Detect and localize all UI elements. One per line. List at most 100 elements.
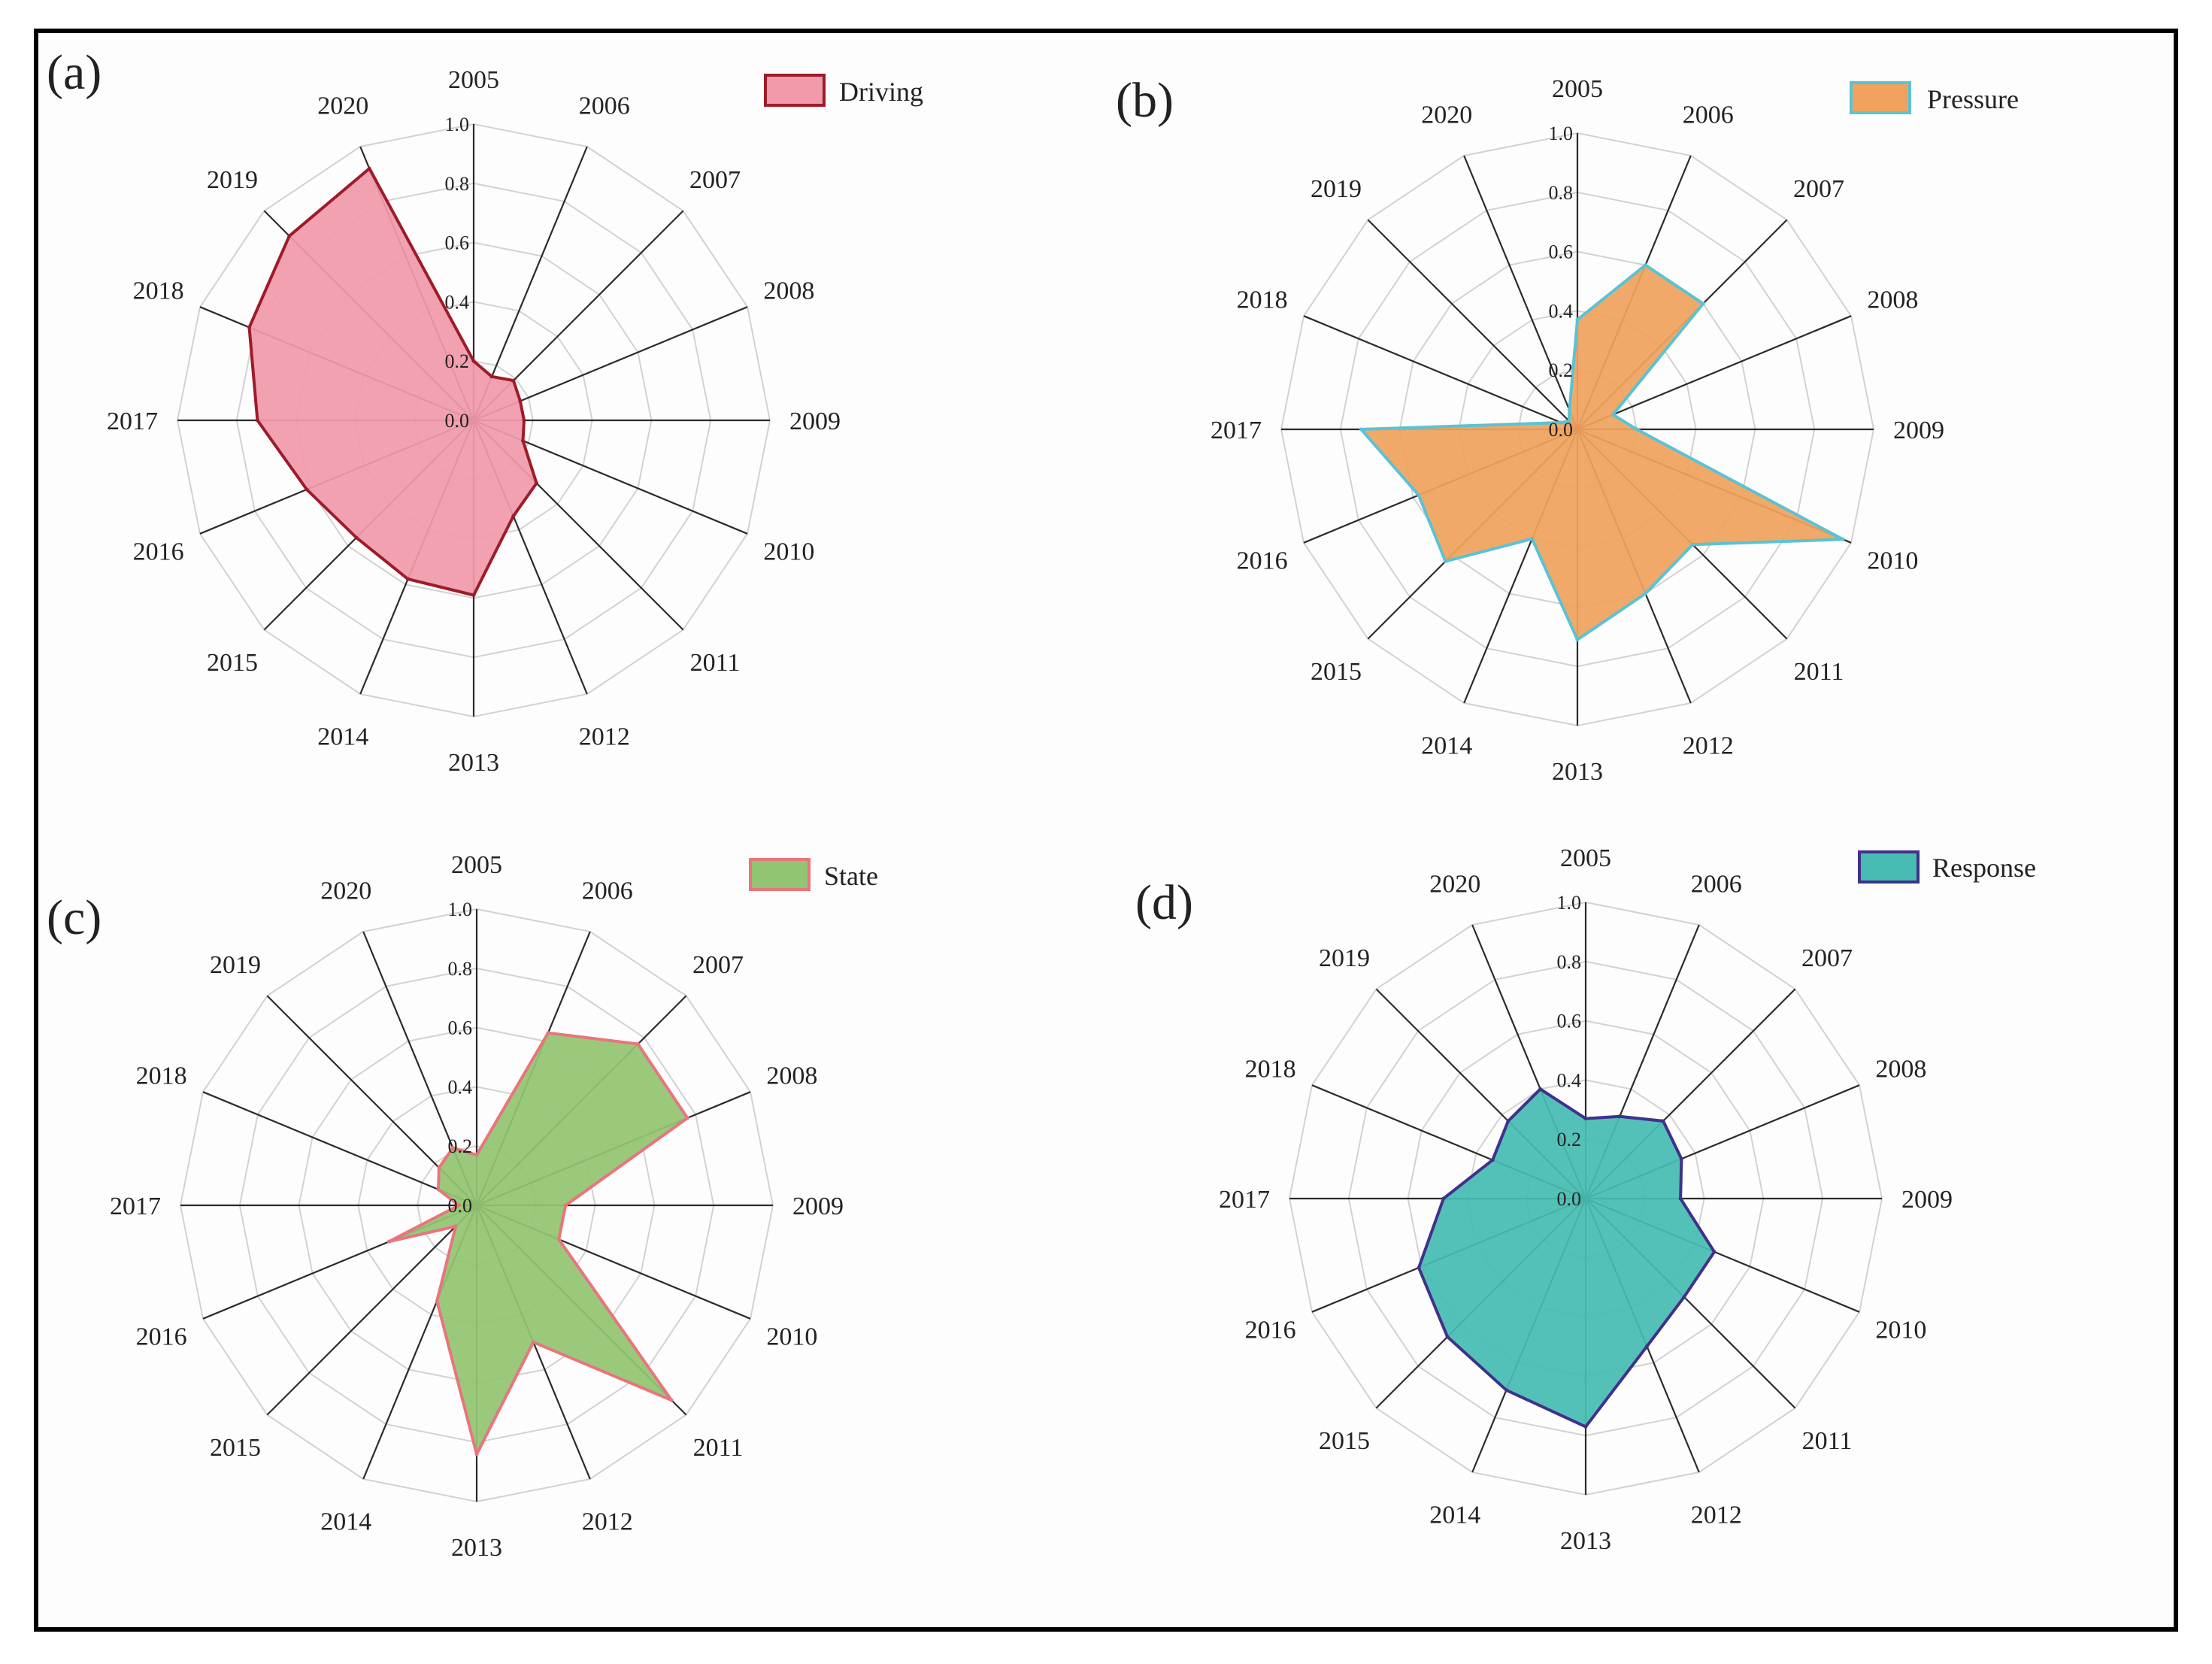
year-label-2006: 2006 [579, 92, 630, 120]
year-label-2014: 2014 [1421, 732, 1472, 759]
data-point-2015 [453, 1224, 458, 1229]
data-point-2016 [1417, 493, 1421, 497]
data-point-2016 [387, 1239, 391, 1244]
data-point-2010 [556, 1237, 561, 1241]
data-point-2014 [435, 1299, 439, 1303]
data-point-2015 [1444, 559, 1447, 563]
year-label-2013: 2013 [448, 749, 499, 777]
data-point-2017 [1441, 1196, 1446, 1201]
panel-letter: (d) [1135, 875, 1193, 930]
year-label-2008: 2008 [1875, 1055, 1926, 1083]
data-point-2012 [531, 1340, 535, 1344]
year-label-2012: 2012 [579, 723, 630, 750]
year-label-2011: 2011 [1802, 1427, 1853, 1455]
data-point-2008 [1679, 1156, 1683, 1161]
year-label-2012: 2012 [582, 1508, 633, 1535]
data-point-2012 [1644, 1344, 1649, 1349]
year-label-2016: 2016 [1237, 547, 1288, 575]
year-label-2006: 2006 [582, 877, 633, 905]
year-label-2009: 2009 [792, 1193, 844, 1220]
year-label-2019: 2019 [210, 951, 261, 979]
radar-panel-state: 0.0 0.2 0.4 0.6 0.8 1.0 2005 2006 2007 2008 2009 20… [47, 851, 878, 1562]
data-point-2007 [511, 378, 516, 383]
year-label-2005: 2005 [1560, 844, 1611, 872]
year-label-2009: 2009 [789, 408, 841, 435]
data-point-2007 [636, 1042, 640, 1046]
data-point-2019 [1506, 1119, 1511, 1123]
year-label-2007: 2007 [1793, 175, 1844, 203]
tick-label: 1.0 [448, 899, 473, 920]
data-point-2020 [1538, 1087, 1543, 1091]
year-label-2016: 2016 [136, 1323, 187, 1351]
year-label-2020: 2020 [1421, 102, 1472, 129]
year-label-2015: 2015 [1319, 1427, 1370, 1455]
year-label-2016: 2016 [1245, 1317, 1296, 1344]
data-point-2013 [1575, 638, 1580, 642]
data-point-2018 [1490, 1158, 1495, 1162]
data-point-2005 [471, 359, 476, 363]
tick-label: 0.6 [445, 232, 470, 254]
year-label-2011: 2011 [690, 649, 741, 677]
tick-label: 1.0 [1557, 892, 1582, 914]
year-label-2009: 2009 [1893, 417, 1944, 444]
data-point-2013 [471, 593, 476, 597]
year-label-2009: 2009 [1901, 1186, 1953, 1214]
data-point-2018 [247, 325, 251, 329]
data-point-2006 [546, 1031, 550, 1035]
data-point-2011 [669, 1398, 674, 1402]
year-label-2006: 2006 [1683, 102, 1734, 129]
data-point-2019 [287, 234, 292, 238]
year-label-2018: 2018 [136, 1062, 187, 1090]
legend-label: Driving [839, 77, 923, 107]
year-label-2005: 2005 [448, 66, 499, 94]
data-point-2008 [518, 399, 523, 403]
legend-swatch [1858, 850, 1920, 884]
year-label-2011: 2011 [1794, 658, 1844, 686]
data-point-2020 [367, 166, 371, 171]
data-point-2019 [437, 1165, 441, 1170]
tick-label: 0.2 [1549, 359, 1574, 381]
legend-swatch [1850, 81, 1911, 114]
year-label-2006: 2006 [1691, 871, 1742, 899]
data-point-2017 [255, 418, 259, 423]
spoke-axis [1303, 315, 1578, 431]
data-point-2014 [1504, 1388, 1508, 1393]
year-label-2016: 2016 [133, 538, 184, 566]
legend-label: Pressure [1927, 84, 2019, 114]
tick-label: 0.4 [445, 291, 470, 313]
tick-label: 0.8 [1557, 951, 1582, 973]
data-point-2020 [450, 1146, 455, 1150]
year-label-2020: 2020 [320, 877, 371, 905]
data-point-2010 [1841, 537, 1845, 541]
year-label-2018: 2018 [1237, 286, 1288, 314]
data-point-2010 [521, 438, 525, 443]
data-point-2018 [436, 1187, 441, 1192]
year-label-2012: 2012 [1691, 1501, 1742, 1529]
tick-label: 0.2 [1557, 1129, 1582, 1150]
data-point-2015 [354, 535, 359, 540]
year-label-2015: 2015 [1311, 658, 1362, 686]
data-point-2005 [1583, 1117, 1588, 1121]
legend-swatch [764, 74, 826, 107]
tick-label: 0.8 [448, 958, 473, 980]
year-label-2010: 2010 [766, 1323, 817, 1351]
year-label-2008: 2008 [766, 1062, 817, 1090]
year-label-2010: 2010 [763, 538, 814, 566]
data-point-2005 [1575, 317, 1580, 322]
data-point-2008 [1611, 412, 1615, 417]
panel-letter: (a) [47, 45, 102, 100]
data-point-2009 [1678, 1196, 1683, 1201]
year-label-2008: 2008 [1867, 286, 1918, 314]
year-label-2013: 2013 [1552, 758, 1603, 786]
panel-letter: (b) [1116, 73, 1174, 128]
legend-swatch [749, 858, 811, 891]
year-label-2017: 2017 [1219, 1186, 1270, 1214]
tick-label: 0.0 [445, 410, 470, 432]
data-point-2017 [456, 1203, 461, 1208]
year-label-2014: 2014 [1429, 1501, 1480, 1529]
data-point-2020 [1567, 408, 1571, 412]
spoke-axis [1577, 315, 1852, 431]
tick-label: 0.0 [448, 1195, 473, 1217]
year-label-2019: 2019 [1311, 175, 1362, 203]
